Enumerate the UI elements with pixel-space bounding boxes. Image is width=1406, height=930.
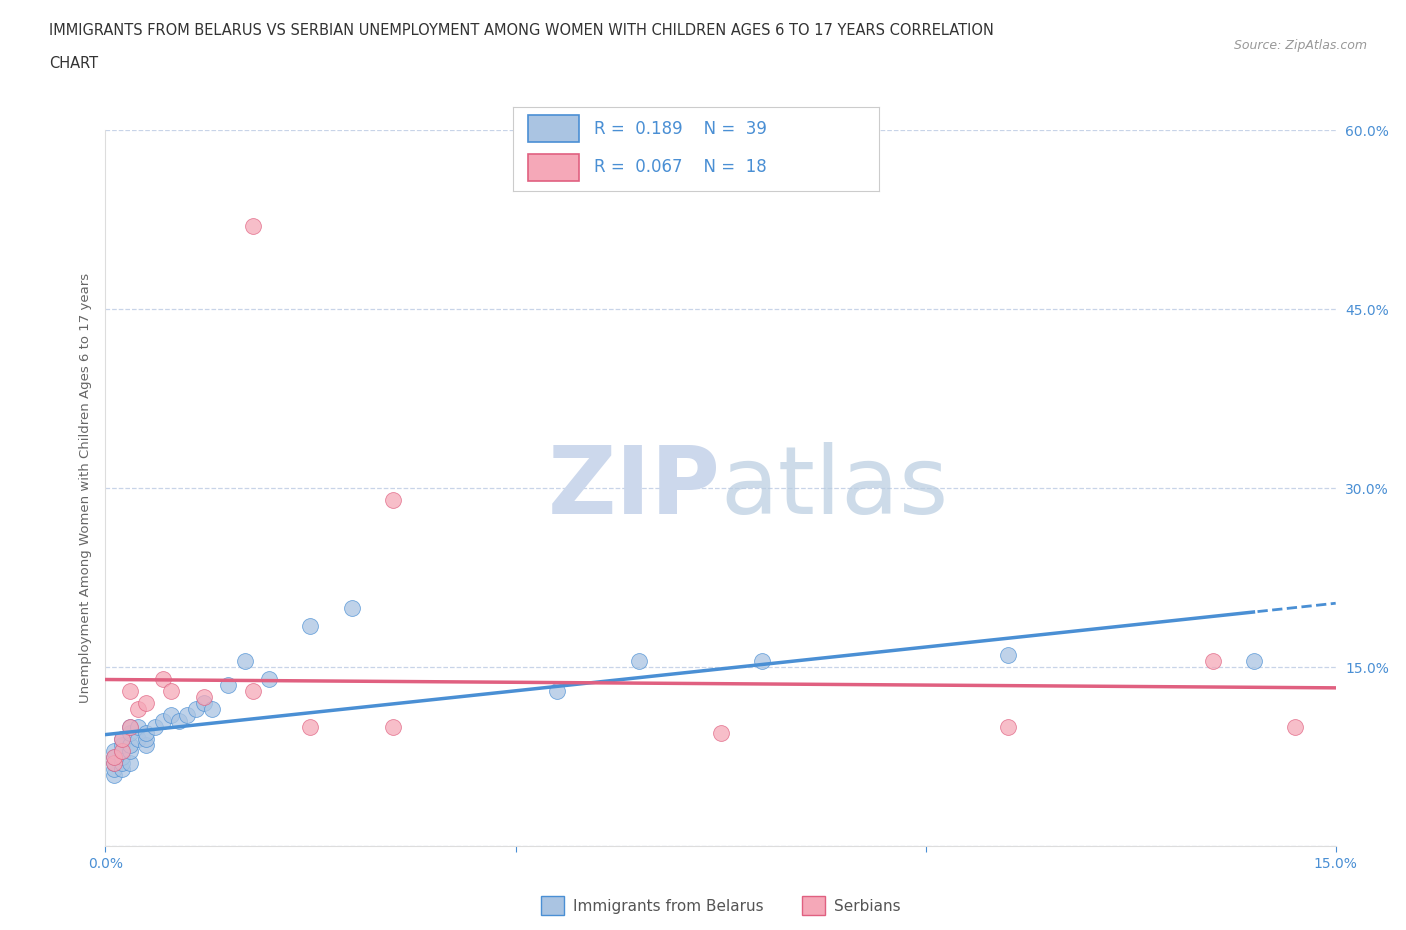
- Point: [546, 684, 568, 698]
- Point: [120, 720, 141, 735]
- Text: R =  0.067    N =  18: R = 0.067 N = 18: [593, 158, 766, 176]
- Point: [127, 701, 149, 716]
- Point: [299, 720, 322, 735]
- Point: [340, 600, 363, 615]
- Point: [111, 750, 134, 764]
- Point: [242, 684, 264, 698]
- Point: [103, 750, 125, 764]
- Point: [152, 713, 174, 728]
- Point: [152, 671, 174, 686]
- Point: [103, 750, 125, 764]
- Point: [103, 755, 125, 770]
- Point: [751, 654, 773, 669]
- Point: [120, 755, 141, 770]
- Point: [111, 762, 134, 777]
- Point: [120, 720, 141, 735]
- Text: R =  0.189    N =  39: R = 0.189 N = 39: [593, 120, 766, 138]
- Point: [103, 755, 125, 770]
- Point: [111, 743, 134, 758]
- Point: [193, 696, 215, 711]
- Point: [120, 737, 141, 752]
- Point: [160, 684, 183, 698]
- Text: CHART: CHART: [49, 56, 98, 71]
- Point: [201, 701, 224, 716]
- Point: [111, 732, 134, 747]
- Point: [259, 671, 281, 686]
- Point: [1202, 654, 1225, 669]
- Point: [120, 725, 141, 740]
- Point: [233, 654, 256, 669]
- Point: [710, 725, 733, 740]
- Point: [160, 708, 183, 723]
- Point: [169, 713, 191, 728]
- Point: [127, 732, 149, 747]
- Point: [103, 743, 125, 758]
- Text: Source: ZipAtlas.com: Source: ZipAtlas.com: [1233, 39, 1367, 52]
- Text: ZIP: ZIP: [548, 443, 721, 534]
- Point: [111, 755, 134, 770]
- Point: [1284, 720, 1306, 735]
- Point: [127, 720, 149, 735]
- FancyBboxPatch shape: [527, 153, 579, 180]
- Point: [381, 720, 404, 735]
- FancyBboxPatch shape: [527, 115, 579, 142]
- Point: [193, 690, 215, 705]
- Point: [135, 696, 157, 711]
- Point: [381, 493, 404, 508]
- Y-axis label: Unemployment Among Women with Children Ages 6 to 17 years: Unemployment Among Women with Children A…: [79, 273, 93, 703]
- Point: [1243, 654, 1265, 669]
- Point: [218, 678, 240, 693]
- Point: [299, 618, 322, 633]
- Point: [111, 737, 134, 752]
- Point: [997, 648, 1019, 663]
- Point: [997, 720, 1019, 735]
- Point: [176, 708, 198, 723]
- Point: [120, 684, 141, 698]
- Legend: Immigrants from Belarus, Serbians: Immigrants from Belarus, Serbians: [534, 890, 907, 921]
- Point: [135, 737, 157, 752]
- Point: [135, 732, 157, 747]
- Point: [103, 767, 125, 782]
- Point: [143, 720, 166, 735]
- Point: [242, 219, 264, 233]
- Point: [103, 762, 125, 777]
- Text: IMMIGRANTS FROM BELARUS VS SERBIAN UNEMPLOYMENT AMONG WOMEN WITH CHILDREN AGES 6: IMMIGRANTS FROM BELARUS VS SERBIAN UNEMP…: [49, 23, 994, 38]
- Point: [135, 725, 157, 740]
- Point: [111, 732, 134, 747]
- Text: atlas: atlas: [721, 443, 949, 534]
- Point: [184, 701, 207, 716]
- Point: [627, 654, 650, 669]
- Point: [120, 743, 141, 758]
- Point: [111, 743, 134, 758]
